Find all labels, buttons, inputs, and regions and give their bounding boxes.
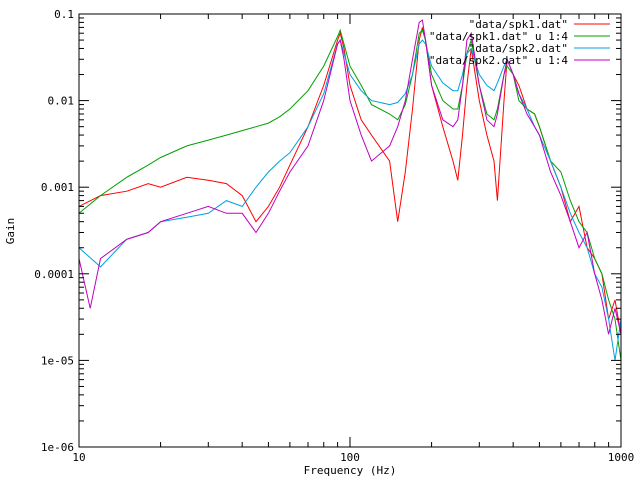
y-tick-label: 1e-06 [41, 441, 74, 454]
y-tick-label: 0.0001 [34, 268, 74, 281]
x-axis-label: Frequency (Hz) [304, 464, 397, 477]
y-tick-label: 0.001 [41, 181, 74, 194]
series-line-3 [78, 38, 622, 361]
y-tick-label: 0.01 [48, 95, 75, 108]
x-tick-label: 100 [340, 451, 360, 464]
y-tick-label: 1e-05 [41, 354, 74, 367]
y-axis-label: Gain [4, 218, 17, 245]
series-line-4 [78, 19, 622, 335]
x-tick-label: 10 [72, 451, 85, 464]
x-tick-label: 1000 [608, 451, 635, 464]
y-axis-ticks: 1e-06 1e-05 0.0001 0.001 0.01 0.1 [34, 8, 621, 454]
legend-label: "data/spk1.dat" u 1:4 [429, 30, 568, 43]
legend-label: "data/spk2.dat" [469, 42, 568, 55]
plot-series [78, 19, 622, 361]
legend-label: "data/spk2.dat" u 1:4 [429, 54, 568, 67]
x-axis-ticks: 10 100 1000 [72, 14, 634, 464]
legend-label: "data/spk1.dat" [469, 18, 568, 31]
series-line-2 [78, 28, 622, 361]
legend: "data/spk1.dat""data/spk1.dat" u 1:4"dat… [429, 18, 610, 67]
y-tick-label: 0.1 [54, 8, 74, 21]
